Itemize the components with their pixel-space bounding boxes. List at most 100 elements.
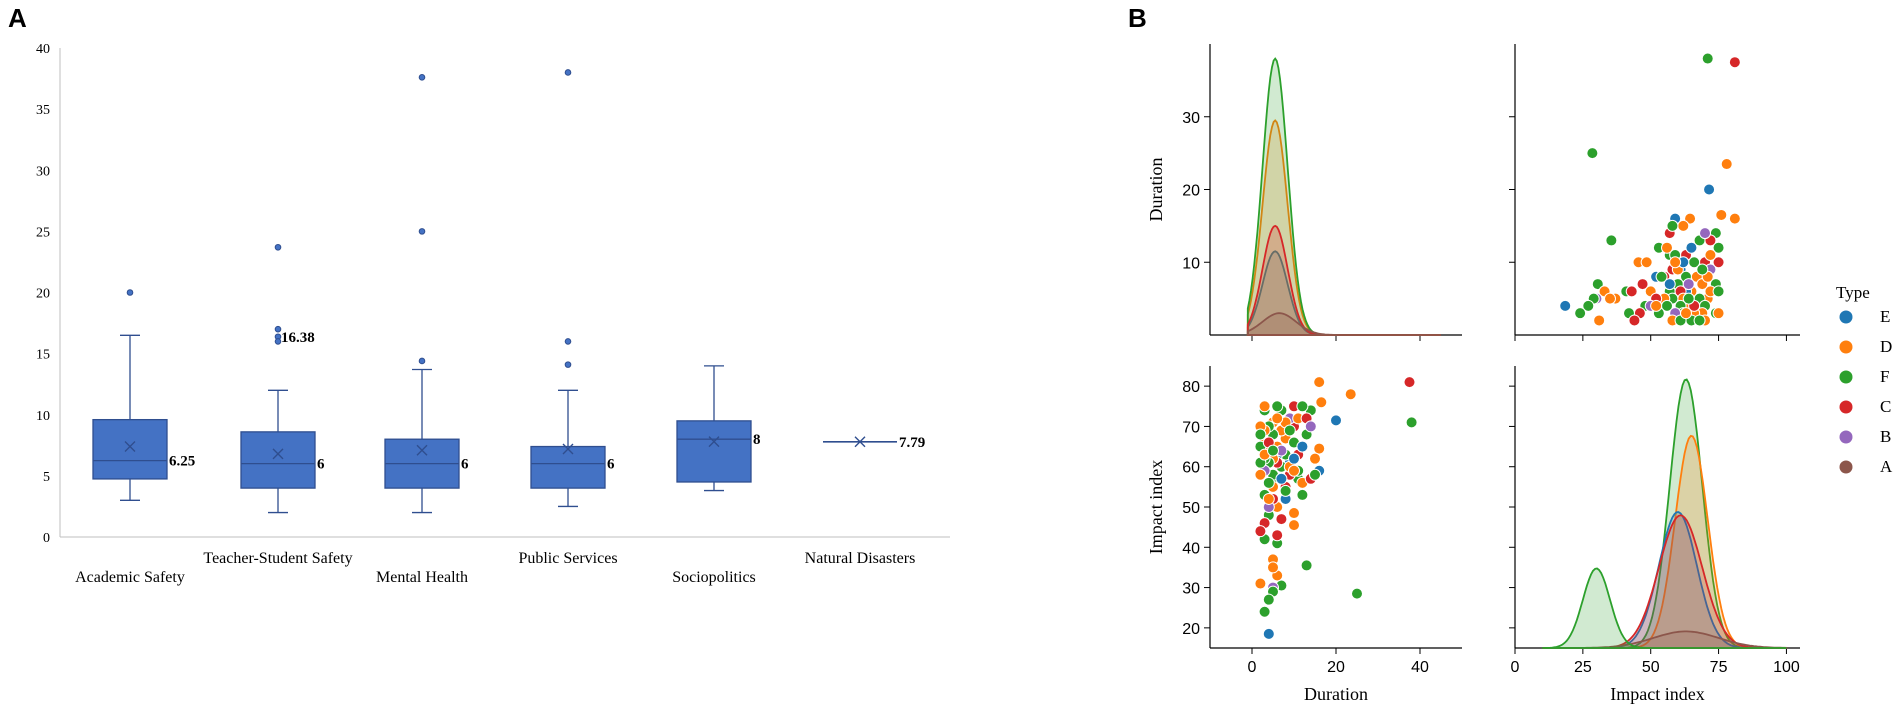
scatter-point-C — [1275, 513, 1288, 526]
box-public-services: 6 Public Services — [518, 69, 618, 567]
iqr-box — [240, 431, 316, 489]
y-tick-label: 10 — [36, 409, 50, 424]
legend-marker-E — [1839, 310, 1853, 324]
legend-label: E — [1880, 307, 1890, 326]
mean-marker — [272, 448, 284, 460]
scatter-point-D — [1604, 292, 1616, 305]
legend-marker-B — [1839, 430, 1853, 444]
y-tick-label: 10 — [1182, 255, 1200, 272]
median-value-label: 16.38 — [281, 330, 315, 346]
outlier-point — [274, 243, 282, 251]
scatter-point-D — [1680, 307, 1692, 320]
category-label: Mental Health — [376, 569, 468, 586]
scatter-point-D — [1677, 219, 1690, 232]
scatter-point-C — [1628, 314, 1641, 327]
scatter-point-D — [1288, 464, 1300, 477]
y-tick-label: 20 — [1182, 183, 1200, 200]
scatter-point-D — [1712, 307, 1725, 320]
scatter-point-C — [1636, 278, 1649, 291]
scatter-point-D — [1288, 519, 1300, 532]
iqr-box — [676, 420, 752, 483]
x-tick-label: 0 — [1511, 659, 1520, 676]
x-tick-label: 100 — [1773, 659, 1800, 676]
scatter-point-E — [1559, 299, 1572, 312]
scatter-point-F — [1271, 400, 1284, 413]
outlier-point — [418, 74, 426, 81]
scatter-point-D — [1309, 452, 1321, 465]
scatter-point-F — [1300, 559, 1313, 572]
panel-b: B 10 20 30 20 30 40 50 60 70 80 0 20 40 0 25 50 75 100 Dura… — [1128, 3, 1893, 704]
box-sociopolitics: 8 Sociopolitics — [672, 365, 761, 586]
scatter-point-F — [1258, 605, 1271, 618]
legend-label: D — [1880, 337, 1892, 356]
scatter-point-D — [1715, 208, 1728, 221]
mean-marker — [562, 443, 574, 455]
y-tick-label: 40 — [1182, 540, 1200, 557]
scatter-point-C — [1271, 529, 1284, 542]
x-tick-label: 25 — [1574, 659, 1592, 676]
scatter-point-D — [1271, 412, 1284, 425]
scatter-point-D — [1258, 400, 1271, 413]
scatter-point-E — [1288, 452, 1300, 465]
scatter-point-B — [1304, 420, 1317, 433]
y-tick-label: 20 — [1182, 621, 1200, 638]
scatter-point-D — [1684, 212, 1697, 225]
scatter-point-C — [1625, 285, 1638, 298]
box-mental-health: 6 Mental Health — [376, 74, 469, 586]
scatter-point-F — [1682, 292, 1695, 305]
scatter-point-F — [1582, 299, 1595, 312]
box-natural-disasters: 7.79 Natural Disasters — [805, 435, 926, 567]
scatter-point-C — [1254, 525, 1267, 538]
y-tick-label: 30 — [36, 164, 50, 179]
y-tick-label: 30 — [1182, 110, 1200, 127]
scatter-point-E — [1330, 414, 1342, 427]
scatter-point-F — [1696, 263, 1709, 276]
scatter-point-F — [1666, 219, 1679, 232]
scatter-point-D — [1313, 442, 1326, 455]
y-tick-label: 40 — [36, 42, 50, 57]
scatter-point-D — [1593, 314, 1606, 327]
box-teacher-student-safety: 16.38 6 Teacher-Student Safety — [203, 243, 353, 567]
scatter-point-F — [1262, 593, 1275, 606]
median-value-label: 6.25 — [169, 454, 195, 470]
scatter-point-E — [1262, 627, 1275, 640]
y-tick-label: 0 — [43, 531, 50, 546]
scatter-point-D — [1704, 248, 1717, 261]
legend-label: C — [1880, 397, 1891, 416]
scatter-point-D — [1313, 376, 1326, 389]
scatter-point-B — [1682, 278, 1695, 291]
legend-title: Type — [1836, 283, 1870, 302]
median-value-label: 6 — [607, 457, 615, 473]
scatter-point-D — [1344, 388, 1357, 401]
scatter-point-D — [1288, 507, 1300, 520]
outlier-point — [418, 228, 426, 235]
outlier-point — [126, 289, 134, 296]
kde-duration-A — [1246, 312, 1441, 336]
scatter-point-F — [1254, 428, 1267, 441]
y-tick-label: 70 — [1182, 419, 1200, 436]
x-tick-label: 20 — [1327, 659, 1345, 676]
y-tick-label: 15 — [36, 348, 50, 363]
legend-marker-C — [1839, 400, 1853, 414]
x-axis-title: Impact index — [1610, 684, 1704, 704]
legend-marker-A — [1839, 460, 1853, 474]
scatter-point-E — [1663, 278, 1676, 291]
outlier-point — [274, 325, 282, 333]
outlier-point — [564, 361, 572, 368]
scatter-point-F — [1405, 416, 1418, 429]
scatter-point-E — [1296, 440, 1309, 453]
scatter-point-E — [1275, 472, 1288, 485]
mean-marker — [708, 436, 720, 448]
category-label: Teacher-Student Safety — [203, 550, 352, 567]
median-value-label: 8 — [753, 432, 761, 448]
x-tick-label: 50 — [1642, 659, 1660, 676]
scatter-point-D — [1728, 212, 1741, 225]
y-tick-label: 5 — [43, 470, 50, 485]
y-tick-label: 60 — [1182, 460, 1200, 477]
scatter-point-D — [1262, 492, 1275, 505]
scatter-point-D — [1640, 256, 1653, 269]
x-tick-label: 40 — [1411, 659, 1429, 676]
legend-label: F — [1880, 367, 1889, 386]
median-value-label: 6 — [317, 457, 325, 473]
